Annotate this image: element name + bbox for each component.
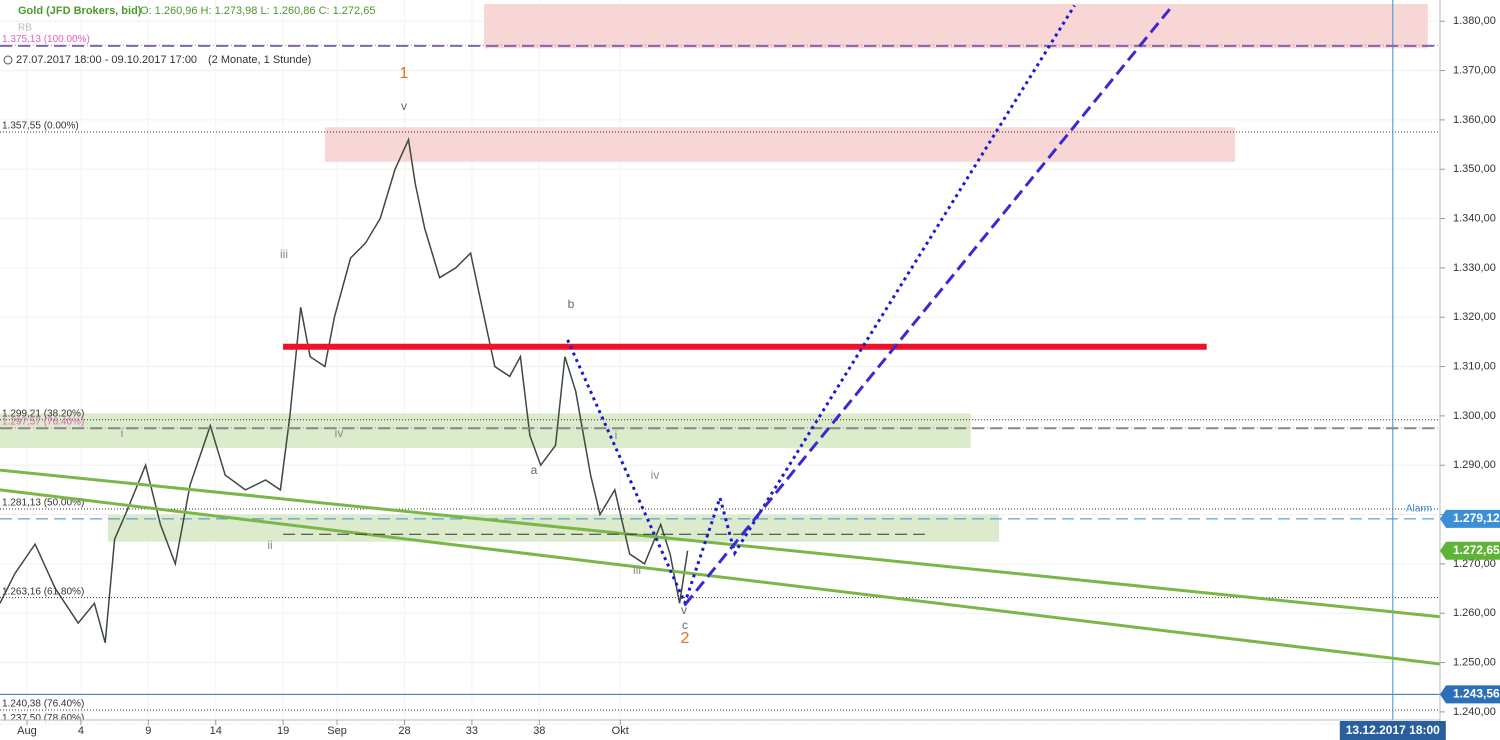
y-tick-label: 1.250,00 bbox=[1453, 656, 1496, 668]
wave-label: i bbox=[121, 426, 124, 440]
price-tag-label: 1.243,56 bbox=[1453, 686, 1500, 700]
wave-label: iii bbox=[633, 563, 641, 577]
clock-icon bbox=[3, 55, 13, 65]
y-tick-label: 1.350,00 bbox=[1453, 163, 1496, 175]
wave-label: v bbox=[681, 603, 687, 617]
wave-label: 1 bbox=[400, 65, 409, 82]
drawing-line bbox=[683, 7, 1172, 606]
fib-label: 1.263,16 (61.80%) bbox=[2, 586, 84, 597]
y-tick-label: 1.360,00 bbox=[1453, 114, 1496, 126]
price-tag bbox=[1440, 509, 1500, 528]
y-tick-label: 1.310,00 bbox=[1453, 360, 1496, 372]
x-tick-label: 19 bbox=[277, 725, 289, 737]
x-tick-label: 33 bbox=[466, 725, 478, 737]
wave-label: 2 bbox=[681, 630, 690, 647]
x-tick-label: Aug bbox=[17, 725, 37, 737]
ohlc: O: 1.260,96 H: 1.273,98 L: 1.260,86 C: 1… bbox=[140, 5, 375, 17]
indicator: RB bbox=[18, 23, 32, 34]
x-tick-label: Sep bbox=[327, 725, 347, 737]
wave-label: iii bbox=[280, 247, 288, 261]
instrument: Gold (JFD Brokers, bid) bbox=[18, 5, 142, 17]
time-axis-bg bbox=[0, 720, 1440, 740]
x-tick-label: Okt bbox=[612, 725, 629, 737]
plot-area: 1.375,13 (100.00%) 1.357,55 (0.00%) 1.299,… bbox=[0, 0, 1441, 725]
zone bbox=[484, 3, 1428, 49]
price-line bbox=[0, 136, 689, 643]
y-tick-label: 1.370,00 bbox=[1453, 64, 1496, 76]
date-range: 27.07.2017 18:00 - 09.10.2017 17:00 bbox=[16, 54, 197, 66]
x-tick-label: 4 bbox=[78, 725, 84, 737]
wave-label: i bbox=[615, 428, 618, 442]
zone bbox=[0, 413, 971, 448]
x-tick-label: 14 bbox=[210, 725, 222, 737]
drawing-line bbox=[566, 4, 1076, 608]
zone bbox=[324, 127, 1236, 162]
axes: 1.240,001.250,001.260,001.270,001.280,00… bbox=[17, 15, 1500, 740]
x-tick-label: 28 bbox=[398, 725, 410, 737]
y-tick-label: 1.290,00 bbox=[1453, 459, 1496, 471]
price-axis-bg bbox=[1440, 0, 1500, 740]
wave-label: iv bbox=[651, 468, 660, 482]
wave-label: a bbox=[531, 463, 538, 477]
price-tag-label: 1.272,65 bbox=[1453, 543, 1500, 557]
y-tick-label: 1.340,00 bbox=[1453, 212, 1496, 224]
date-tag-label: 13.12.2017 18:00 bbox=[1346, 723, 1440, 737]
wave-label: b bbox=[568, 297, 575, 311]
date-tag bbox=[1339, 721, 1446, 740]
drawing-line bbox=[0, 468, 1441, 619]
wave-label: iv bbox=[335, 426, 344, 440]
price-tag bbox=[1440, 685, 1500, 704]
x-tick-label: 9 bbox=[145, 725, 151, 737]
y-tick-label: 1.300,00 bbox=[1453, 410, 1496, 422]
fib-label: 1.237,50 (78.60%) bbox=[2, 713, 84, 724]
fib-label: 1.281,13 (50.00%) bbox=[2, 498, 84, 509]
y-tick-label: 1.320,00 bbox=[1453, 311, 1496, 323]
y-tick-label: 1.260,00 bbox=[1453, 607, 1496, 619]
fib-label: 1.357,55 (0.00%) bbox=[2, 121, 79, 132]
alarm-label: Alarm bbox=[1406, 504, 1432, 515]
drawing-line bbox=[0, 488, 1441, 666]
x-tick-label: 38 bbox=[533, 725, 545, 737]
fib-label: 1.297,57 (76.40%) bbox=[2, 417, 84, 428]
wave-label: ii bbox=[267, 538, 272, 552]
fib-label: 1.240,38 (76.40%) bbox=[2, 699, 84, 710]
fib-label: 1.375,13 (100.00%) bbox=[2, 34, 90, 45]
wave-label: v bbox=[401, 99, 407, 113]
y-tick-label: 1.270,00 bbox=[1453, 558, 1496, 570]
y-tick-label: 1.380,00 bbox=[1453, 15, 1496, 27]
wave-label: c bbox=[682, 618, 688, 632]
price-tag bbox=[1440, 541, 1500, 560]
fib-label: 1.299,21 (38.20%) bbox=[2, 408, 84, 419]
y-tick-label: 1.330,00 bbox=[1453, 262, 1496, 274]
period: (2 Monate, 1 Stunde) bbox=[208, 54, 311, 66]
y-tick-label: 1.240,00 bbox=[1453, 706, 1496, 718]
price-tag-label: 1.279,12 bbox=[1453, 511, 1500, 525]
